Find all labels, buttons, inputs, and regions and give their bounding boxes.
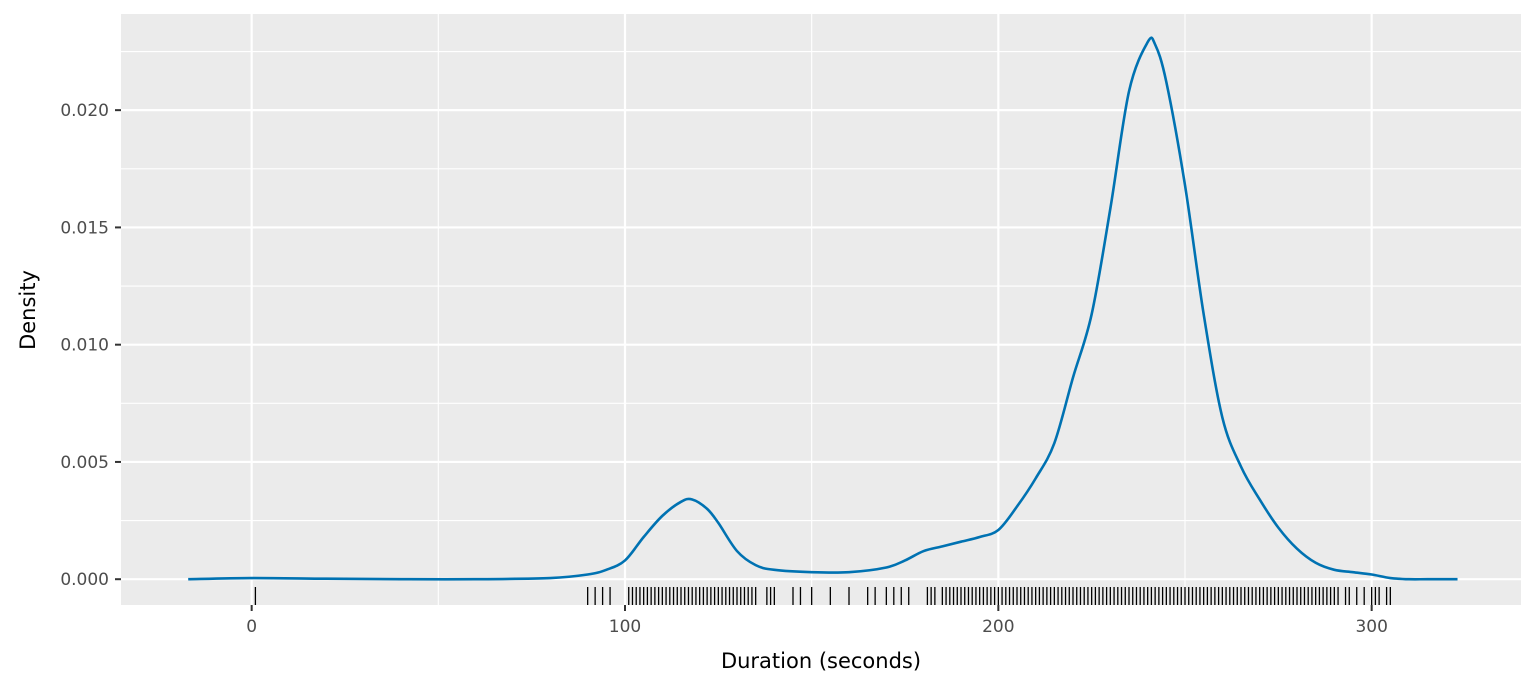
- axis-ticks: [115, 109, 1373, 611]
- x-tick-label: 300: [1355, 617, 1387, 637]
- y-axis-tick-labels: 0.000 0.005 0.010 0.015 0.020: [60, 101, 109, 590]
- rug-marks: [254, 587, 1391, 605]
- x-axis-tick-labels: 0 100 200 300: [246, 617, 1388, 637]
- grid-lines: [121, 14, 1521, 605]
- y-tick-label: 0.015: [60, 218, 109, 238]
- plot-panel: [121, 14, 1521, 605]
- x-tick-label: 200: [982, 617, 1014, 637]
- x-tick-label: 100: [609, 617, 641, 637]
- y-axis-title: Density: [16, 270, 40, 350]
- x-tick-label: 0: [246, 617, 257, 637]
- x-axis-title: Duration (seconds): [721, 649, 921, 673]
- y-tick-label: 0.000: [60, 570, 109, 590]
- y-tick-label: 0.020: [60, 101, 109, 121]
- density-curve: [188, 36, 1458, 581]
- y-tick-label: 0.005: [60, 453, 109, 473]
- y-tick-label: 0.010: [60, 336, 109, 356]
